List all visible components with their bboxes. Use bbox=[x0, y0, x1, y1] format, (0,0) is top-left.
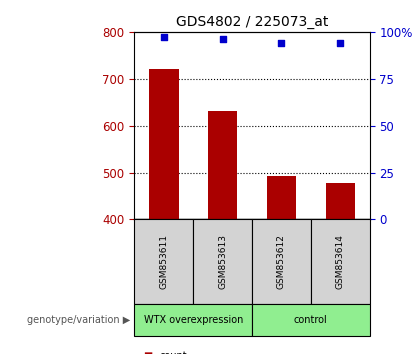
Bar bbox=[326, 183, 355, 219]
Point bbox=[278, 40, 285, 46]
Text: WTX overexpression: WTX overexpression bbox=[144, 315, 243, 325]
Text: control: control bbox=[294, 315, 328, 325]
Text: count: count bbox=[160, 351, 187, 354]
Bar bbox=[267, 176, 296, 219]
Text: genotype/variation ▶: genotype/variation ▶ bbox=[27, 315, 130, 325]
Text: GSM853612: GSM853612 bbox=[277, 234, 286, 290]
Bar bbox=[208, 111, 237, 219]
Text: ■: ■ bbox=[143, 351, 152, 354]
Text: GSM853611: GSM853611 bbox=[159, 234, 168, 290]
Title: GDS4802 / 225073_at: GDS4802 / 225073_at bbox=[176, 16, 328, 29]
Point bbox=[160, 35, 167, 40]
Point bbox=[337, 40, 344, 46]
Text: GSM853613: GSM853613 bbox=[218, 234, 227, 290]
Bar bbox=[149, 69, 178, 219]
Text: GSM853614: GSM853614 bbox=[336, 234, 345, 290]
Point bbox=[219, 36, 226, 42]
